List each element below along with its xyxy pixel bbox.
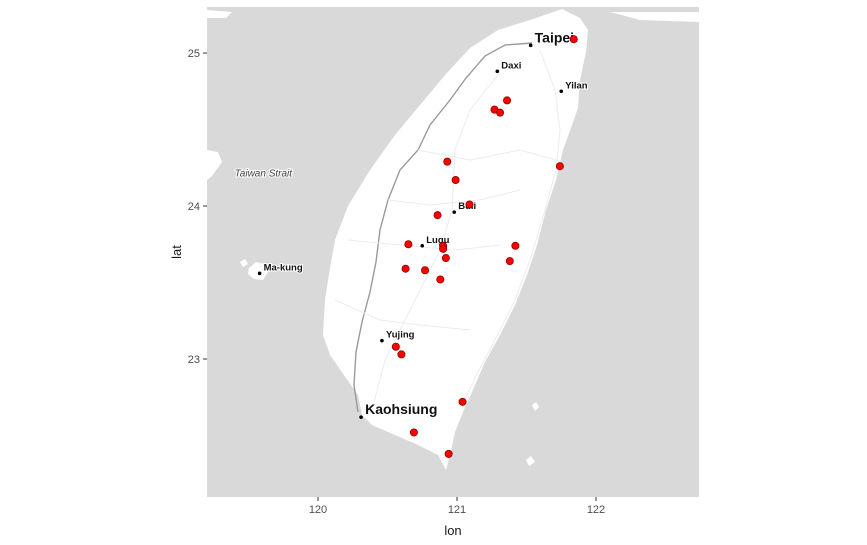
data-point: [391, 342, 400, 351]
y-axis-title: lat: [169, 245, 184, 259]
data-point: [409, 428, 418, 437]
city-marker: [452, 210, 457, 214]
data-point: [505, 257, 514, 266]
data-point: [458, 397, 467, 406]
data-point: [441, 254, 450, 263]
sea-label-layer: Taiwan Strait: [234, 167, 295, 180]
city-marker: [257, 271, 262, 276]
orchid-island: [526, 456, 535, 466]
coast-fragment: [207, 10, 232, 18]
sea-label: Taiwan Strait: [235, 168, 294, 179]
data-point: [401, 264, 410, 273]
data-point: [443, 157, 452, 166]
x-tick-label: 121: [448, 504, 466, 516]
data-point: [444, 449, 453, 458]
data-point: [404, 240, 413, 249]
city-label: Yujing: [386, 330, 415, 341]
data-point: [555, 162, 564, 171]
x-axis-title: lon: [444, 523, 461, 538]
highway-line: [353, 42, 533, 413]
green-island: [532, 402, 539, 411]
y-tick-label: 23: [188, 354, 200, 366]
data-point: [439, 244, 448, 253]
x-tick-label: 122: [587, 504, 605, 516]
penghu-islet: [270, 264, 276, 270]
city-marker: [380, 338, 384, 343]
city-marker: [359, 415, 363, 419]
y-axis: 23 24 25: [188, 48, 207, 366]
city-marker: [495, 69, 500, 74]
coast-fragment: [610, 12, 699, 22]
road-layer: [334, 42, 561, 413]
city-label: Taipei: [535, 29, 574, 45]
data-point: [496, 108, 505, 117]
land-layer: [207, 9, 699, 470]
city-label: Daxi: [501, 60, 521, 71]
road-line: [387, 189, 521, 206]
y-tick-label: 24: [188, 201, 200, 213]
city-label: Ma-kung: [264, 262, 303, 273]
data-point: [451, 175, 460, 184]
city-marker: [559, 89, 564, 94]
data-points: [391, 35, 578, 458]
road-line: [461, 49, 561, 406]
road-line: [334, 299, 471, 331]
penghu-island: [248, 262, 268, 280]
city-label: Yilan: [565, 80, 588, 91]
city-marker: [528, 43, 533, 48]
x-tick-label: 120: [309, 504, 327, 516]
road-line: [417, 149, 557, 161]
taiwan-island: [323, 9, 588, 470]
data-point: [511, 241, 520, 250]
city-layer: TaipeiDaxiYilanBuliLuguMa-kungYujingKaoh…: [257, 28, 589, 419]
road-line: [347, 239, 501, 251]
data-point: [503, 96, 512, 105]
city-label: Kaohsiung: [365, 401, 437, 417]
y-tick-label: 25: [188, 48, 200, 60]
data-point: [421, 266, 430, 275]
city-marker: [420, 243, 425, 248]
data-point: [397, 350, 406, 359]
coast-fragment: [207, 150, 222, 180]
data-point: [569, 35, 578, 44]
penghu-islet: [240, 259, 248, 267]
data-point: [465, 200, 474, 209]
data-point: [436, 275, 445, 284]
data-point: [433, 211, 442, 220]
x-axis: 120 121 122: [309, 497, 605, 516]
